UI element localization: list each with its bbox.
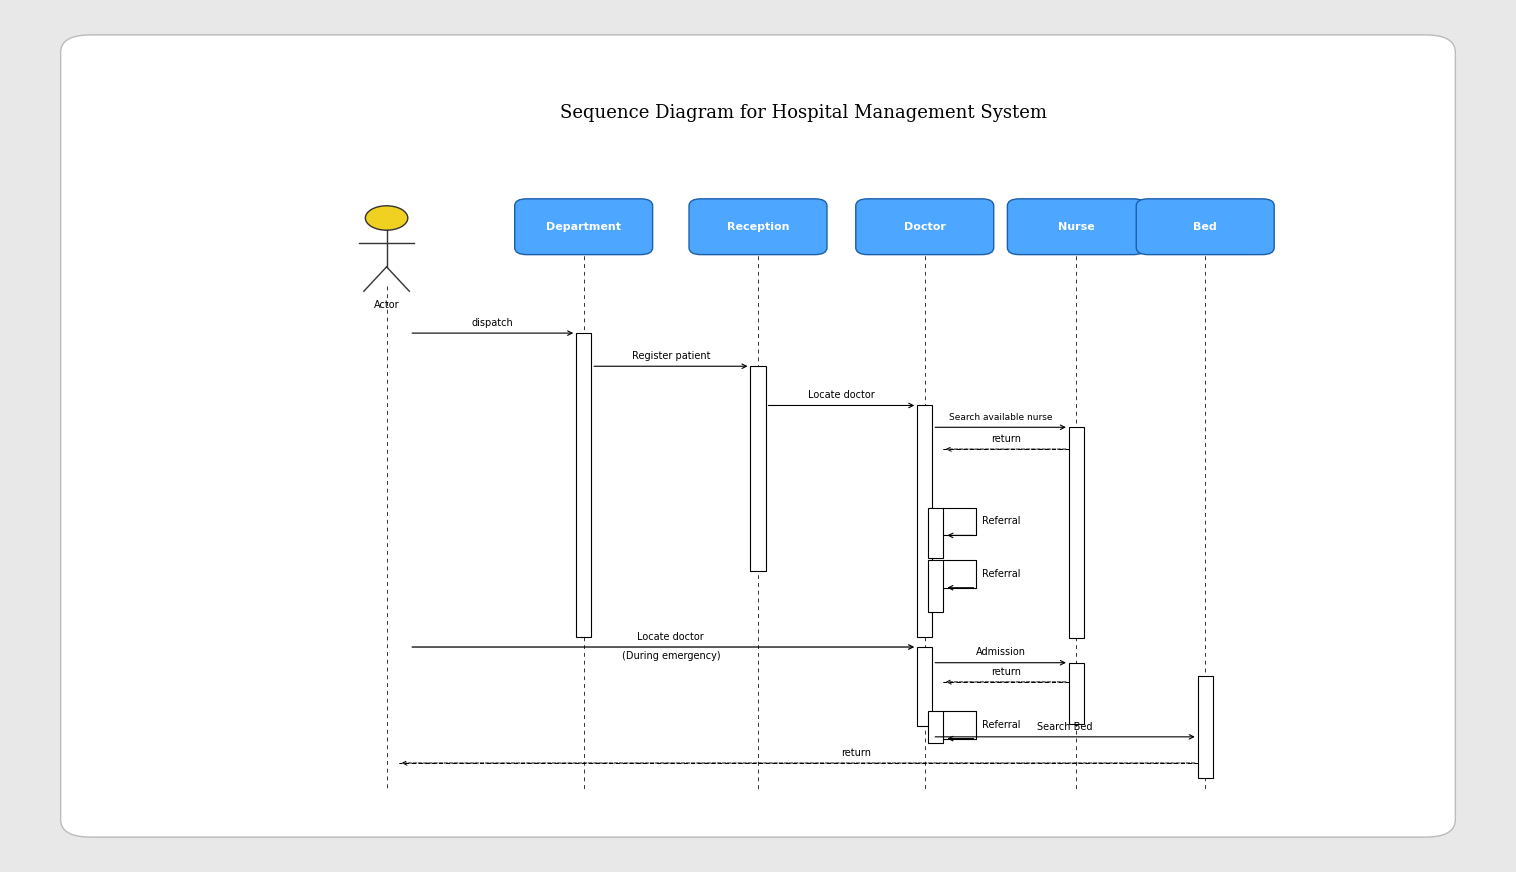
Bar: [576, 333, 591, 637]
Text: Sequence Diagram for Hospital Management System: Sequence Diagram for Hospital Management…: [559, 105, 1048, 122]
FancyBboxPatch shape: [855, 199, 994, 255]
Bar: [917, 405, 932, 637]
Bar: [750, 366, 766, 571]
Bar: [928, 711, 943, 743]
Text: return: return: [991, 434, 1020, 444]
Text: Register patient: Register patient: [632, 351, 709, 361]
Circle shape: [365, 206, 408, 230]
Text: Doctor: Doctor: [904, 221, 946, 232]
Text: Referral: Referral: [982, 516, 1020, 527]
Text: Bed: Bed: [1193, 221, 1217, 232]
Bar: [1198, 676, 1213, 778]
Text: return: return: [841, 748, 872, 758]
Text: Search Bed: Search Bed: [1037, 722, 1093, 732]
Text: Referral: Referral: [982, 569, 1020, 579]
Text: Admission: Admission: [976, 648, 1025, 657]
FancyBboxPatch shape: [1137, 199, 1273, 255]
Text: Reception: Reception: [726, 221, 790, 232]
Text: (During emergency): (During emergency): [622, 651, 720, 660]
FancyBboxPatch shape: [688, 199, 828, 255]
Text: return: return: [991, 667, 1020, 677]
FancyBboxPatch shape: [1007, 199, 1146, 255]
Bar: [1069, 663, 1084, 724]
FancyBboxPatch shape: [515, 199, 652, 255]
Bar: [917, 647, 932, 726]
Text: dispatch: dispatch: [471, 318, 514, 328]
Bar: [1069, 427, 1084, 638]
Text: Department: Department: [546, 221, 622, 232]
Bar: [928, 560, 943, 612]
Text: Nurse: Nurse: [1058, 221, 1095, 232]
Bar: [928, 508, 943, 558]
Text: Locate doctor: Locate doctor: [637, 632, 705, 642]
Text: Referral: Referral: [982, 719, 1020, 730]
Text: Locate doctor: Locate doctor: [808, 391, 875, 400]
Text: Search available nurse: Search available nurse: [949, 413, 1052, 422]
Text: Actor: Actor: [374, 300, 399, 310]
